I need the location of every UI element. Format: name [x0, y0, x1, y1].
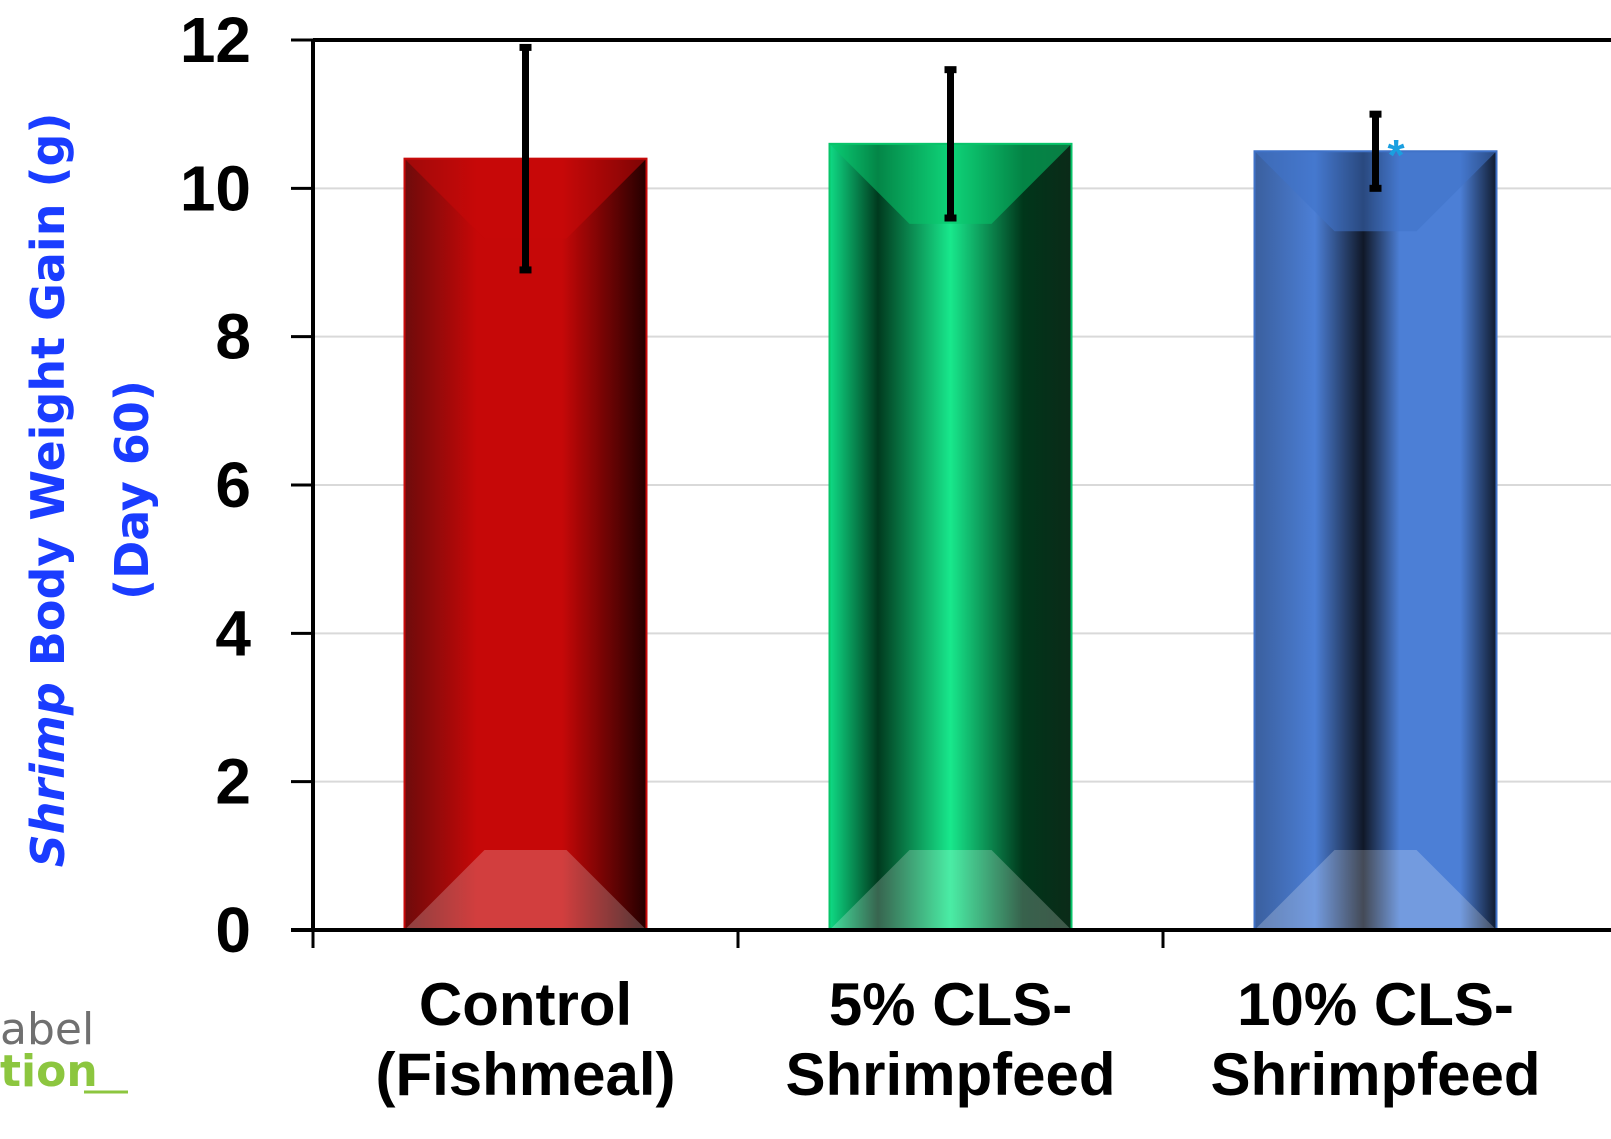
y-tick-label: 8: [215, 301, 251, 373]
significance-annotation: *: [1388, 131, 1406, 180]
y-tick-label: 12: [180, 4, 251, 76]
x-category-label-line: 10% CLS-: [1237, 971, 1514, 1038]
x-category-label-line: (Fishmeal): [375, 1041, 675, 1108]
y-tick-label: 0: [215, 894, 251, 966]
y-axis-label: Shrimp Body Weight Gain (g): [21, 113, 75, 868]
x-category-label-line: 5% CLS-: [829, 971, 1072, 1038]
x-category-label-line: Shrimpfeed: [785, 1041, 1115, 1108]
y-tick-label: 4: [215, 597, 251, 669]
x-category-label: Control (Fishmeal): [375, 971, 675, 1108]
y-axis-label-rest: Body Weight Gain (g): [21, 113, 75, 683]
x-category-label-line: Control: [419, 971, 632, 1038]
y-axis-label-line2: (Day 60): [105, 380, 159, 600]
bar: [830, 144, 1072, 930]
logo-text-line2: tion: [0, 1046, 98, 1097]
x-category-label-line: Shrimpfeed: [1210, 1041, 1540, 1108]
bar-body: [405, 159, 647, 930]
error-bar: *: [1370, 114, 1406, 188]
y-tick-labels: 0 2 4 6 8 10 12: [180, 4, 252, 966]
y-tick-label: 2: [215, 746, 251, 818]
bar-body: [1255, 151, 1497, 930]
bar: [405, 159, 647, 930]
x-category-label: 10% CLS-Shrimpfeed: [1210, 971, 1540, 1108]
y-tick-label: 6: [215, 449, 251, 521]
y-axis-label-italic: Shrimp: [21, 682, 75, 867]
bar: [1255, 151, 1497, 930]
bars: [405, 144, 1497, 930]
x-category-label: 5% CLS-Shrimpfeed: [785, 971, 1115, 1108]
y-tick-label: 10: [180, 152, 251, 224]
logo: abel tion: [0, 1004, 128, 1097]
bar-body: [830, 144, 1072, 930]
